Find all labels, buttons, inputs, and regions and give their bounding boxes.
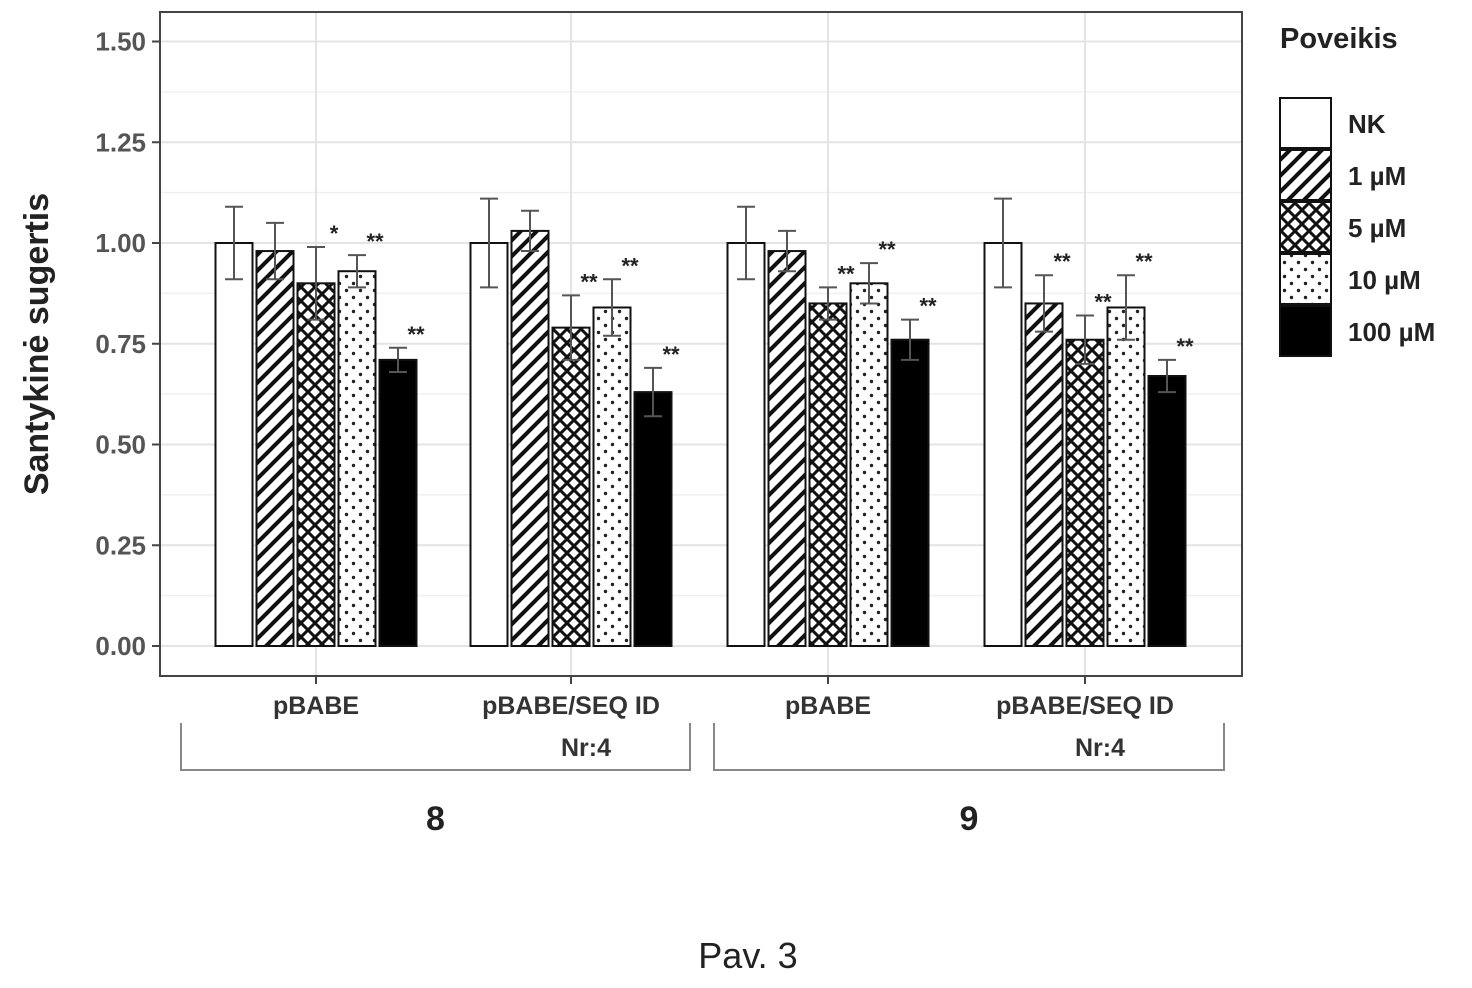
bar [216, 243, 253, 646]
bar [1067, 340, 1104, 646]
legend-swatch [1280, 202, 1331, 252]
significance-label: ** [1053, 249, 1071, 274]
super-group-bracket [714, 723, 1224, 770]
bars: ************************* [216, 199, 1194, 646]
legend-item: 10 µM [1280, 254, 1421, 304]
y-tick-label: 0.25 [95, 530, 146, 560]
legend-item: NK [1280, 98, 1386, 148]
legend-label: NK [1348, 109, 1386, 139]
y-axis: 0.00 0.25 0.50 0.75 1.00 1.25 1.50 [95, 27, 160, 662]
significance-label: ** [662, 342, 680, 367]
y-tick-label: 0.75 [95, 329, 146, 359]
super-group-label: 9 [960, 800, 979, 838]
legend-swatch [1280, 98, 1331, 148]
super-group-bracket [181, 723, 690, 770]
bar [1149, 376, 1186, 646]
legend-title: Poveikis [1280, 23, 1398, 55]
significance-label: ** [919, 294, 937, 319]
bar [339, 271, 376, 646]
significance-label: ** [878, 237, 896, 262]
y-tick-label: 0.00 [95, 631, 146, 661]
bar [851, 283, 888, 646]
bar [594, 307, 631, 646]
significance-label: ** [407, 322, 425, 347]
y-tick-label: 1.50 [95, 27, 146, 57]
legend-swatch [1280, 306, 1331, 356]
legend-label: 1 µM [1348, 161, 1406, 191]
super-group-label: 8 [426, 800, 445, 838]
bar [380, 360, 417, 646]
bar [810, 303, 847, 646]
y-tick-label: 0.50 [95, 430, 146, 460]
legend-item: 5 µM [1280, 202, 1406, 252]
legend-item: 100 µM [1280, 306, 1435, 356]
bar [892, 340, 929, 646]
bar [553, 328, 590, 646]
bar [769, 251, 806, 646]
group-label: pBABE [273, 692, 359, 720]
group-label: Nr:4 [1075, 734, 1125, 762]
bar [985, 243, 1022, 646]
y-tick-label: 1.25 [95, 127, 146, 157]
significance-label: ** [1135, 249, 1153, 274]
legend-label: 5 µM [1348, 213, 1406, 243]
legend-swatch [1280, 254, 1331, 304]
group-label: Nr:4 [561, 734, 611, 762]
bar [1108, 307, 1145, 646]
bar [512, 231, 549, 646]
x-axis: pBABE pBABE/SEQ ID Nr:4 pBABE pBABE/SEQ ID Nr… [181, 676, 1224, 838]
significance-label: ** [366, 229, 384, 254]
figure-caption: Pav. 3 [698, 935, 797, 976]
significance-label: ** [621, 253, 639, 278]
legend-label: 100 µM [1348, 317, 1435, 347]
bar [635, 392, 672, 646]
significance-label: * [330, 221, 339, 246]
y-axis-title: Santykinė sugertis [18, 193, 56, 495]
legend-swatch [1280, 150, 1331, 200]
significance-label: ** [580, 269, 598, 294]
group-label: pBABE/SEQ ID [996, 692, 1174, 720]
significance-label: ** [1176, 334, 1194, 359]
bar [298, 283, 335, 646]
legend-item: 1 µM [1280, 150, 1406, 200]
legend-label: 10 µM [1348, 265, 1421, 295]
bar [728, 243, 765, 646]
group-label: pBABE/SEQ ID [482, 692, 660, 720]
group-label: pBABE [785, 692, 871, 720]
bar [471, 243, 508, 646]
y-tick-label: 1.00 [95, 228, 146, 258]
bar [257, 251, 294, 646]
bar [1026, 303, 1063, 646]
legend: Poveikis NK 1 µM 5 µM 10 µM 100 µM [1280, 23, 1435, 356]
